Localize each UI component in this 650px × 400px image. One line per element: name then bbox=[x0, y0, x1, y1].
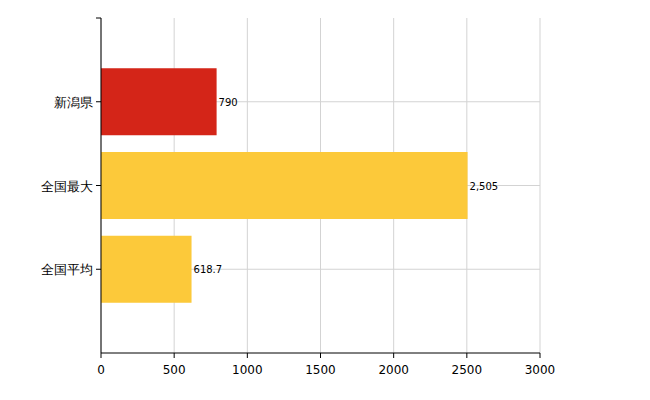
x-tick-label: 0 bbox=[97, 363, 105, 377]
x-tick bbox=[247, 353, 248, 358]
x-tick-label: 1500 bbox=[305, 363, 336, 377]
x-tick bbox=[174, 353, 175, 358]
y-tick bbox=[96, 101, 101, 102]
x-tick-label: 2500 bbox=[452, 363, 483, 377]
x-tick-label: 500 bbox=[163, 363, 186, 377]
data-label: 2,505 bbox=[470, 181, 499, 192]
x-tick bbox=[540, 353, 541, 358]
bar bbox=[101, 68, 217, 135]
category-label: 新潟県 bbox=[54, 95, 93, 110]
chart-container: 790 2,505 618.7 0 500 1000 1500 2000 2500 3000 新潟県… bbox=[0, 0, 650, 400]
x-tick bbox=[393, 353, 394, 358]
x-tick-label: 1000 bbox=[232, 363, 263, 377]
category-label: 全国最大 bbox=[41, 179, 93, 194]
category-label: 全国平均 bbox=[41, 262, 93, 277]
data-label: 790 bbox=[219, 97, 238, 108]
x-tick bbox=[320, 353, 321, 358]
bar bbox=[101, 152, 468, 219]
bar bbox=[101, 236, 192, 303]
x-tick-label: 3000 bbox=[525, 363, 556, 377]
y-axis-tick bbox=[96, 18, 101, 19]
data-label: 618.7 bbox=[194, 264, 223, 275]
bars bbox=[101, 68, 468, 303]
x-tick bbox=[101, 353, 102, 358]
x-tick-label: 2000 bbox=[378, 363, 409, 377]
chart-svg: 790 2,505 618.7 0 500 1000 1500 2000 2500 3000 新潟県… bbox=[0, 0, 650, 400]
x-tick bbox=[466, 353, 467, 358]
y-tick bbox=[96, 185, 101, 186]
y-tick bbox=[96, 269, 101, 270]
